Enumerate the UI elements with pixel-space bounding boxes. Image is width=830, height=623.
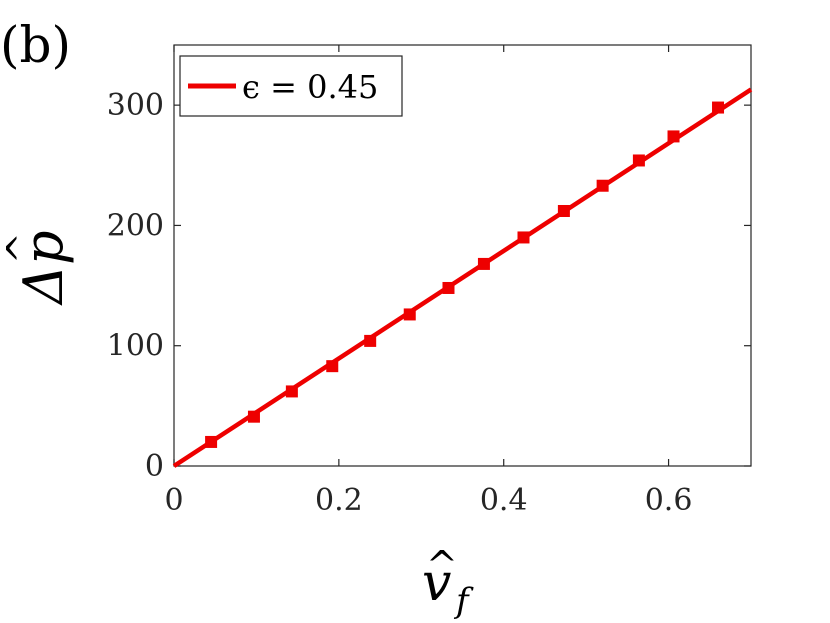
data-point-marker <box>442 281 455 294</box>
x-axis-label-subscript: f <box>453 581 474 621</box>
data-point-marker <box>285 385 298 398</box>
y-tick-label: 300 <box>107 88 164 123</box>
y-axis-label: Δp ^ <box>0 230 75 306</box>
y-axis-label-main: Δp <box>12 230 75 306</box>
data-point-marker <box>477 257 490 270</box>
x-axis-label-main: v <box>422 553 451 613</box>
data-point-marker <box>364 334 377 347</box>
y-tick-label: 100 <box>107 329 164 364</box>
x-axis-label-hat: ^ <box>426 543 458 587</box>
data-point-marker <box>632 154 645 167</box>
data-point-marker <box>403 308 416 321</box>
data-point-marker <box>712 101 725 114</box>
x-axis-ticks: 0 0.2 0.4 0.6 <box>164 45 692 518</box>
data-point-marker <box>205 435 218 448</box>
y-axis-label-hat: ^ <box>0 232 43 264</box>
axes-frame <box>173 44 752 467</box>
legend-entry-label: ϵ = 0.45 <box>242 68 378 106</box>
data-point-marker <box>596 179 609 192</box>
series-line <box>172 87 753 468</box>
y-axis-ticks: 0 100 200 300 <box>107 88 751 484</box>
data-point-marker <box>667 130 680 143</box>
x-axis-label: v ^ f <box>422 543 474 621</box>
data-point-marker <box>517 231 530 244</box>
data-point-marker <box>557 204 570 217</box>
plot-area <box>172 87 753 468</box>
data-point-marker <box>326 360 339 373</box>
y-tick-label: 0 <box>145 449 164 484</box>
panel-label: (b) <box>0 16 71 74</box>
data-point-marker <box>247 410 260 423</box>
axes-box <box>173 44 752 467</box>
y-tick-label: 200 <box>107 208 164 243</box>
x-tick-label: 0 <box>164 483 183 518</box>
x-tick-label: 0.2 <box>315 483 363 518</box>
legend: ϵ = 0.45 <box>179 55 403 117</box>
x-tick-label: 0.6 <box>645 483 693 518</box>
x-tick-label: 0.4 <box>480 483 528 518</box>
